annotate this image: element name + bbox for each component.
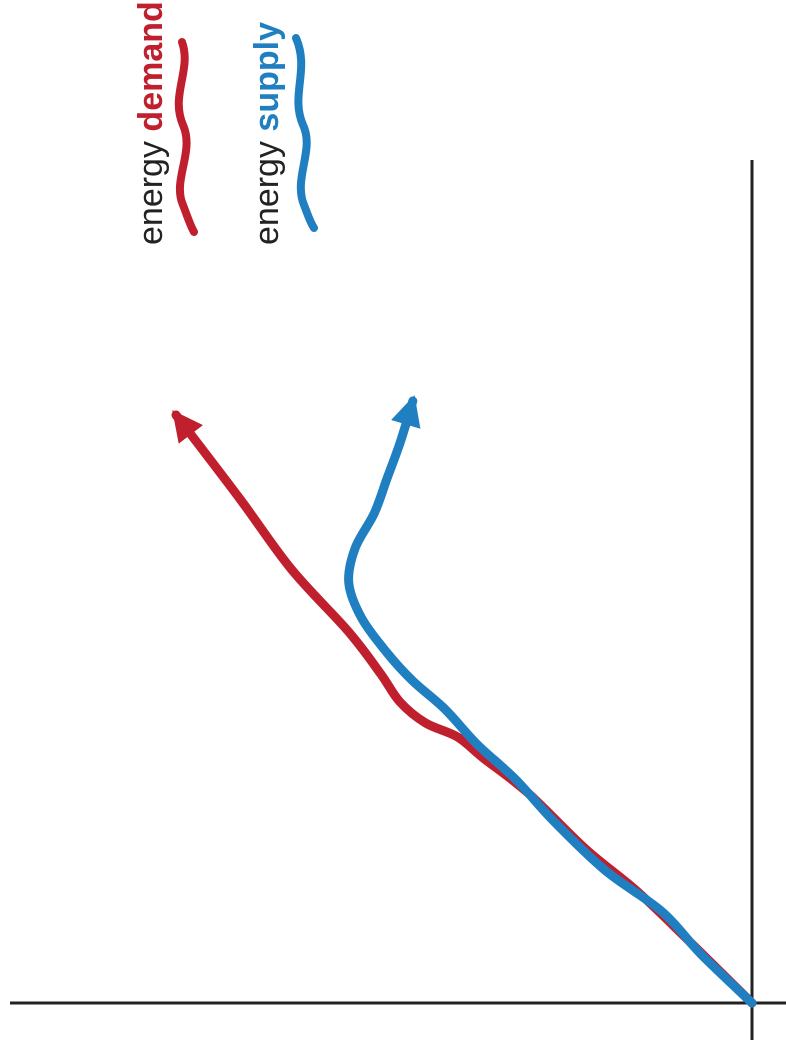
legend-label-supply: energy supply <box>248 22 286 245</box>
legend-swatch-demand <box>174 38 198 236</box>
legend-label-demand-prefix: energy <box>132 141 170 245</box>
legend: energy demand energy supply <box>132 1 318 245</box>
series-line-supply <box>344 395 757 1008</box>
legend-label-supply-emphasis: supply <box>248 22 286 132</box>
legend-label-demand: energy demand <box>132 1 170 245</box>
legend-label-supply-prefix: energy <box>248 141 286 245</box>
legend-swatch-supply <box>292 34 318 232</box>
legend-label-demand-emphasis: demand <box>132 1 170 131</box>
